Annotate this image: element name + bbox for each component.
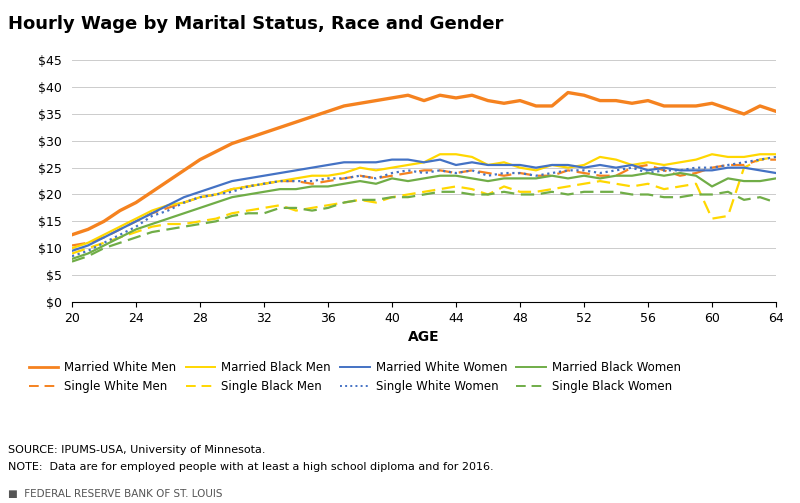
Text: SOURCE: IPUMS-USA, University of Minnesota.: SOURCE: IPUMS-USA, University of Minneso…: [8, 445, 266, 455]
Text: NOTE:  Data are for employed people with at least a high school diploma and for : NOTE: Data are for employed people with …: [8, 462, 494, 472]
Text: ■  FEDERAL RESERVE BANK OF ST. LOUIS: ■ FEDERAL RESERVE BANK OF ST. LOUIS: [8, 489, 222, 499]
X-axis label: AGE: AGE: [408, 330, 440, 344]
Legend: Married White Men, Single White Men, Married Black Men, Single Black Men, Marrie: Married White Men, Single White Men, Mar…: [29, 361, 681, 393]
Text: Hourly Wage by Marital Status, Race and Gender: Hourly Wage by Marital Status, Race and …: [8, 15, 503, 33]
